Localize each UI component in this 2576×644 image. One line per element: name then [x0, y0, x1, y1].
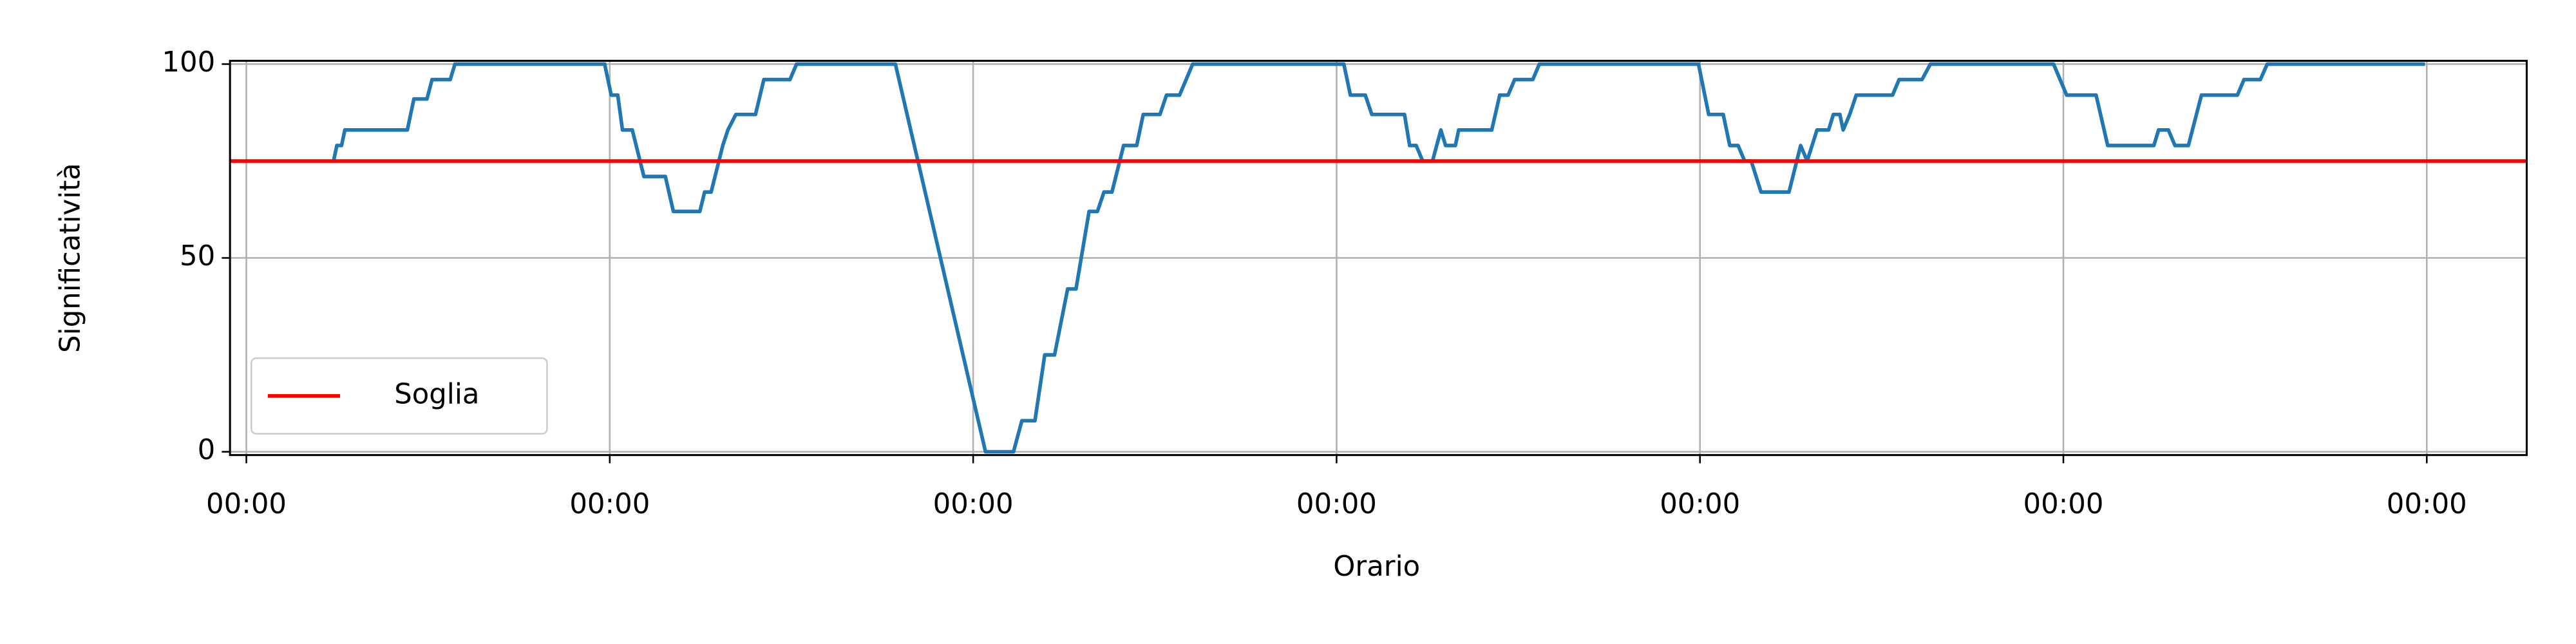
legend-box — [251, 357, 548, 435]
y-axis-label: Significatività — [55, 163, 87, 353]
x-axis-label: Orario — [1333, 551, 1420, 583]
y-tick-label: 100 — [162, 46, 215, 79]
plot-frame — [229, 59, 2528, 457]
x-tick-label: 00:00 — [206, 488, 287, 520]
data-line — [332, 62, 2425, 454]
legend-label: Soglia — [394, 378, 479, 410]
y-tick-label: 0 — [198, 434, 216, 466]
x-tick-label: 00:00 — [2023, 488, 2104, 520]
x-tick-label: 00:00 — [2387, 488, 2467, 520]
x-tick-label: 00:00 — [569, 488, 650, 520]
x-tick-label: 00:00 — [1296, 488, 1377, 520]
y-tick-label: 50 — [180, 240, 215, 272]
x-tick-label: 00:00 — [1660, 488, 1740, 520]
x-tick-label: 00:00 — [933, 488, 1014, 520]
